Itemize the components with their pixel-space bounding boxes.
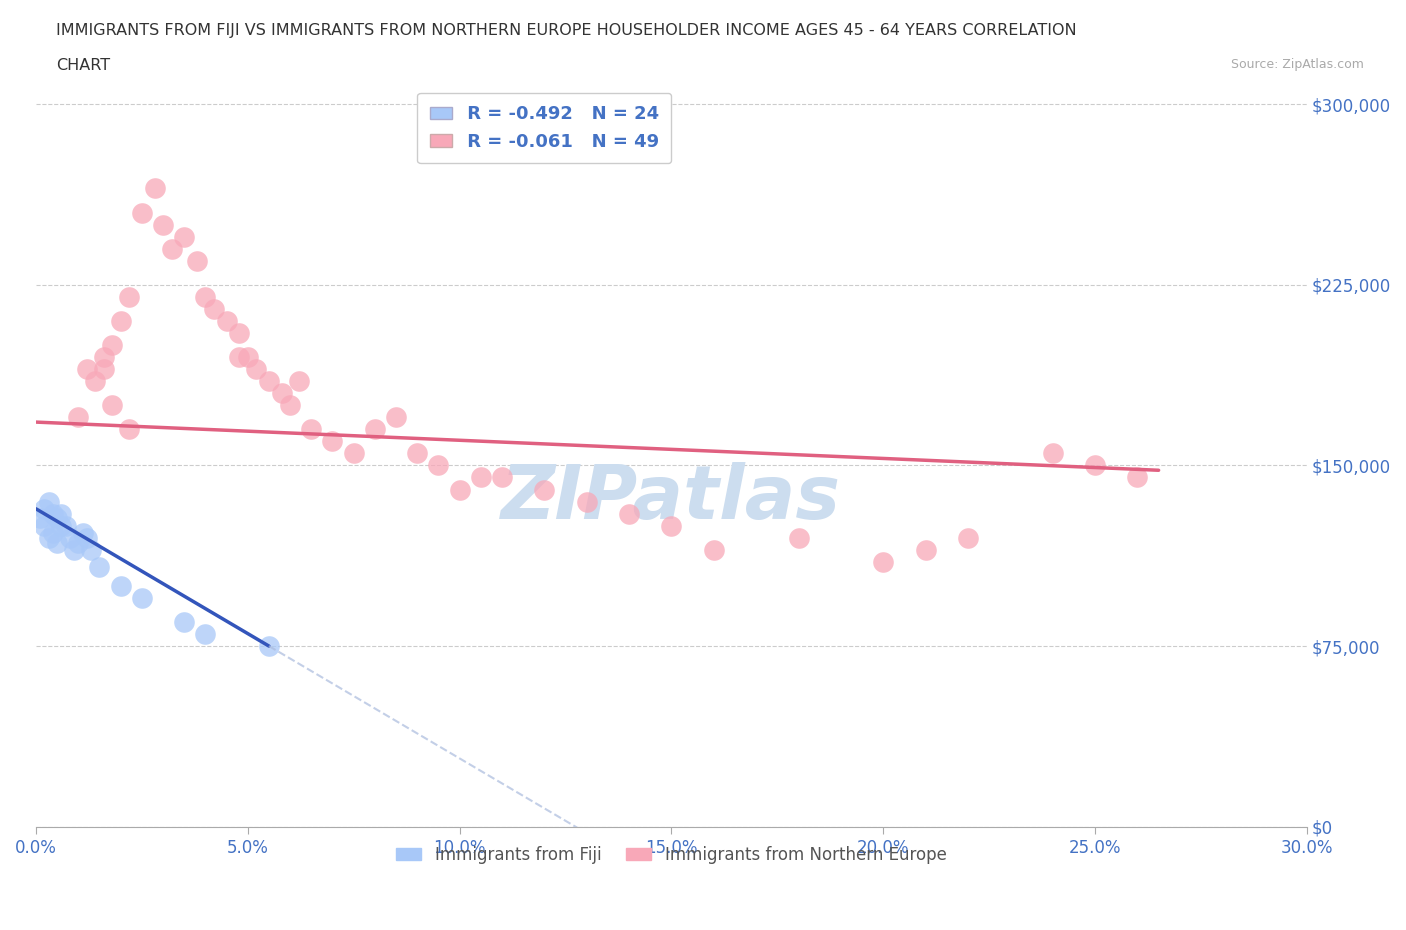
Point	[470, 470, 492, 485]
Point	[63, 542, 86, 557]
Point	[575, 494, 598, 509]
Point	[1126, 470, 1149, 485]
Text: Source: ZipAtlas.com: Source: ZipAtlas.com	[1230, 58, 1364, 71]
Point	[51, 518, 73, 533]
Point	[257, 374, 280, 389]
Point	[34, 501, 56, 516]
Point	[84, 374, 107, 389]
Point	[278, 398, 301, 413]
Point	[110, 578, 132, 593]
Point	[228, 350, 250, 365]
Point	[131, 206, 153, 220]
Point	[872, 554, 894, 569]
Point	[1084, 458, 1107, 472]
Legend: Immigrants from Fiji, Immigrants from Northern Europe: Immigrants from Fiji, Immigrants from No…	[389, 839, 953, 870]
Point	[38, 530, 60, 545]
Point	[245, 362, 267, 377]
Point	[76, 362, 98, 377]
Point	[118, 289, 141, 304]
Point	[299, 422, 322, 437]
Point	[34, 518, 56, 533]
Point	[343, 446, 366, 461]
Point	[131, 591, 153, 605]
Point	[287, 374, 309, 389]
Point	[46, 511, 69, 525]
Point	[427, 458, 450, 472]
Point	[186, 253, 208, 268]
Point	[67, 535, 90, 550]
Point	[173, 615, 195, 630]
Point	[491, 470, 513, 485]
Point	[194, 627, 217, 642]
Point	[51, 506, 73, 521]
Point	[93, 350, 115, 365]
Point	[321, 434, 343, 449]
Point	[67, 410, 90, 425]
Point	[46, 535, 69, 550]
Point	[42, 525, 65, 540]
Point	[215, 313, 238, 328]
Point	[1042, 446, 1064, 461]
Point	[617, 506, 640, 521]
Point	[118, 422, 141, 437]
Point	[787, 530, 810, 545]
Point	[661, 518, 683, 533]
Point	[202, 301, 225, 316]
Point	[956, 530, 979, 545]
Point	[143, 181, 166, 196]
Point	[152, 218, 174, 232]
Point	[533, 482, 555, 497]
Point	[101, 338, 124, 352]
Point	[236, 350, 259, 365]
Point	[406, 446, 429, 461]
Point	[30, 511, 52, 525]
Point	[42, 506, 65, 521]
Text: IMMIGRANTS FROM FIJI VS IMMIGRANTS FROM NORTHERN EUROPE HOUSEHOLDER INCOME AGES : IMMIGRANTS FROM FIJI VS IMMIGRANTS FROM …	[56, 23, 1077, 38]
Point	[72, 525, 94, 540]
Point	[76, 530, 98, 545]
Point	[59, 530, 82, 545]
Point	[173, 229, 195, 244]
Point	[194, 289, 217, 304]
Point	[80, 542, 103, 557]
Text: CHART: CHART	[56, 58, 110, 73]
Point	[93, 362, 115, 377]
Point	[257, 639, 280, 654]
Point	[160, 241, 183, 256]
Point	[364, 422, 387, 437]
Point	[55, 518, 77, 533]
Point	[38, 494, 60, 509]
Point	[228, 326, 250, 340]
Point	[270, 386, 292, 401]
Point	[449, 482, 471, 497]
Text: ZIPatlas: ZIPatlas	[502, 461, 841, 535]
Point	[101, 398, 124, 413]
Point	[703, 542, 725, 557]
Point	[89, 559, 111, 574]
Point	[385, 410, 408, 425]
Point	[110, 313, 132, 328]
Point	[914, 542, 936, 557]
